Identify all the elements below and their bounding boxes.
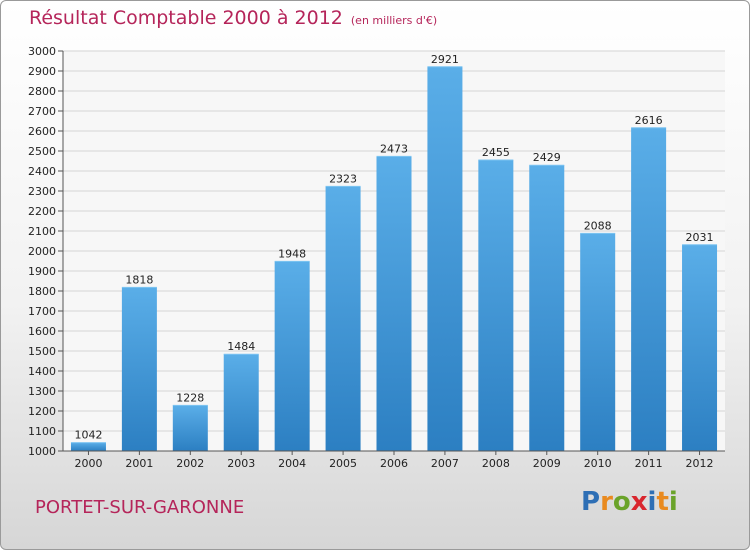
- bar: [70, 442, 106, 451]
- bar: [376, 156, 412, 451]
- chart-title-main: Résultat Comptable 2000 à 2012: [29, 7, 343, 29]
- bar: [121, 287, 157, 451]
- x-tick-label: 2007: [431, 457, 459, 470]
- logo-letter: P: [581, 487, 601, 517]
- bar: [223, 354, 259, 451]
- value-label: 2455: [482, 146, 510, 159]
- bar: [274, 261, 310, 451]
- x-tick-label: 2012: [686, 457, 714, 470]
- y-tick-label: 2400: [28, 165, 56, 178]
- logo-letter: x: [630, 487, 648, 517]
- x-tick-label: 2000: [74, 457, 102, 470]
- value-label: 1228: [176, 391, 204, 404]
- x-tick-label: 2005: [329, 457, 357, 470]
- logo-letter: o: [612, 487, 631, 517]
- bar: [529, 165, 565, 451]
- bar: [580, 233, 616, 451]
- y-tick-label: 2800: [28, 85, 56, 98]
- y-tick-label: 1600: [28, 325, 56, 338]
- commune-name: PORTET-SUR-GARONNE: [35, 497, 245, 518]
- y-tick-label: 1000: [28, 445, 56, 458]
- y-tick-label: 1700: [28, 305, 56, 318]
- y-tick-label: 2200: [28, 205, 56, 218]
- y-tick-label: 2500: [28, 145, 56, 158]
- value-label: 1042: [74, 429, 102, 442]
- y-tick-label: 1800: [28, 285, 56, 298]
- y-tick-label: 2700: [28, 105, 56, 118]
- x-tick-label: 2003: [227, 457, 255, 470]
- y-tick-label: 2000: [28, 245, 56, 258]
- logo-letter: t: [656, 487, 669, 517]
- y-tick-label: 1400: [28, 365, 56, 378]
- value-label: 1948: [278, 247, 306, 260]
- value-label: 2088: [584, 219, 612, 232]
- bar: [478, 160, 514, 451]
- y-tick-label: 2900: [28, 65, 56, 78]
- x-tick-label: 2004: [278, 457, 306, 470]
- y-tick-label: 1200: [28, 405, 56, 418]
- bar: [631, 127, 667, 452]
- proxiti-logo: Proxiti: [581, 487, 678, 517]
- chart-subtitle: (en milliers d'€): [350, 14, 438, 27]
- x-tick-label: 2002: [176, 457, 204, 470]
- value-label: 2429: [533, 151, 561, 164]
- bar: [172, 405, 208, 451]
- value-label: 2473: [380, 142, 408, 155]
- bar: [325, 186, 361, 451]
- x-tick-label: 2009: [533, 457, 561, 470]
- logo-letter: r: [600, 487, 613, 517]
- x-tick-label: 2010: [584, 457, 612, 470]
- y-tick-label: 1900: [28, 265, 56, 278]
- y-tick-label: 2300: [28, 185, 56, 198]
- logo-letter: i: [647, 487, 657, 517]
- value-label: 2031: [686, 231, 714, 244]
- bar: [682, 244, 718, 451]
- value-label: 2921: [431, 53, 459, 66]
- x-tick-label: 2006: [380, 457, 408, 470]
- chart-title: Résultat Comptable 2000 à 2012 (en millie…: [29, 7, 437, 29]
- y-tick-label: 3000: [28, 45, 56, 58]
- y-tick-label: 2100: [28, 225, 56, 238]
- value-label: 2616: [635, 114, 663, 127]
- bar: [427, 66, 463, 452]
- y-tick-label: 1500: [28, 345, 56, 358]
- value-label: 1484: [227, 340, 255, 353]
- x-tick-label: 2011: [635, 457, 663, 470]
- y-tick-label: 2600: [28, 125, 56, 138]
- value-label: 2323: [329, 172, 357, 185]
- x-tick-label: 2001: [125, 457, 153, 470]
- value-label: 1818: [125, 273, 153, 286]
- y-tick-label: 1100: [28, 425, 56, 438]
- logo-letter: i: [668, 487, 678, 517]
- x-tick-label: 2008: [482, 457, 510, 470]
- y-tick-label: 1300: [28, 385, 56, 398]
